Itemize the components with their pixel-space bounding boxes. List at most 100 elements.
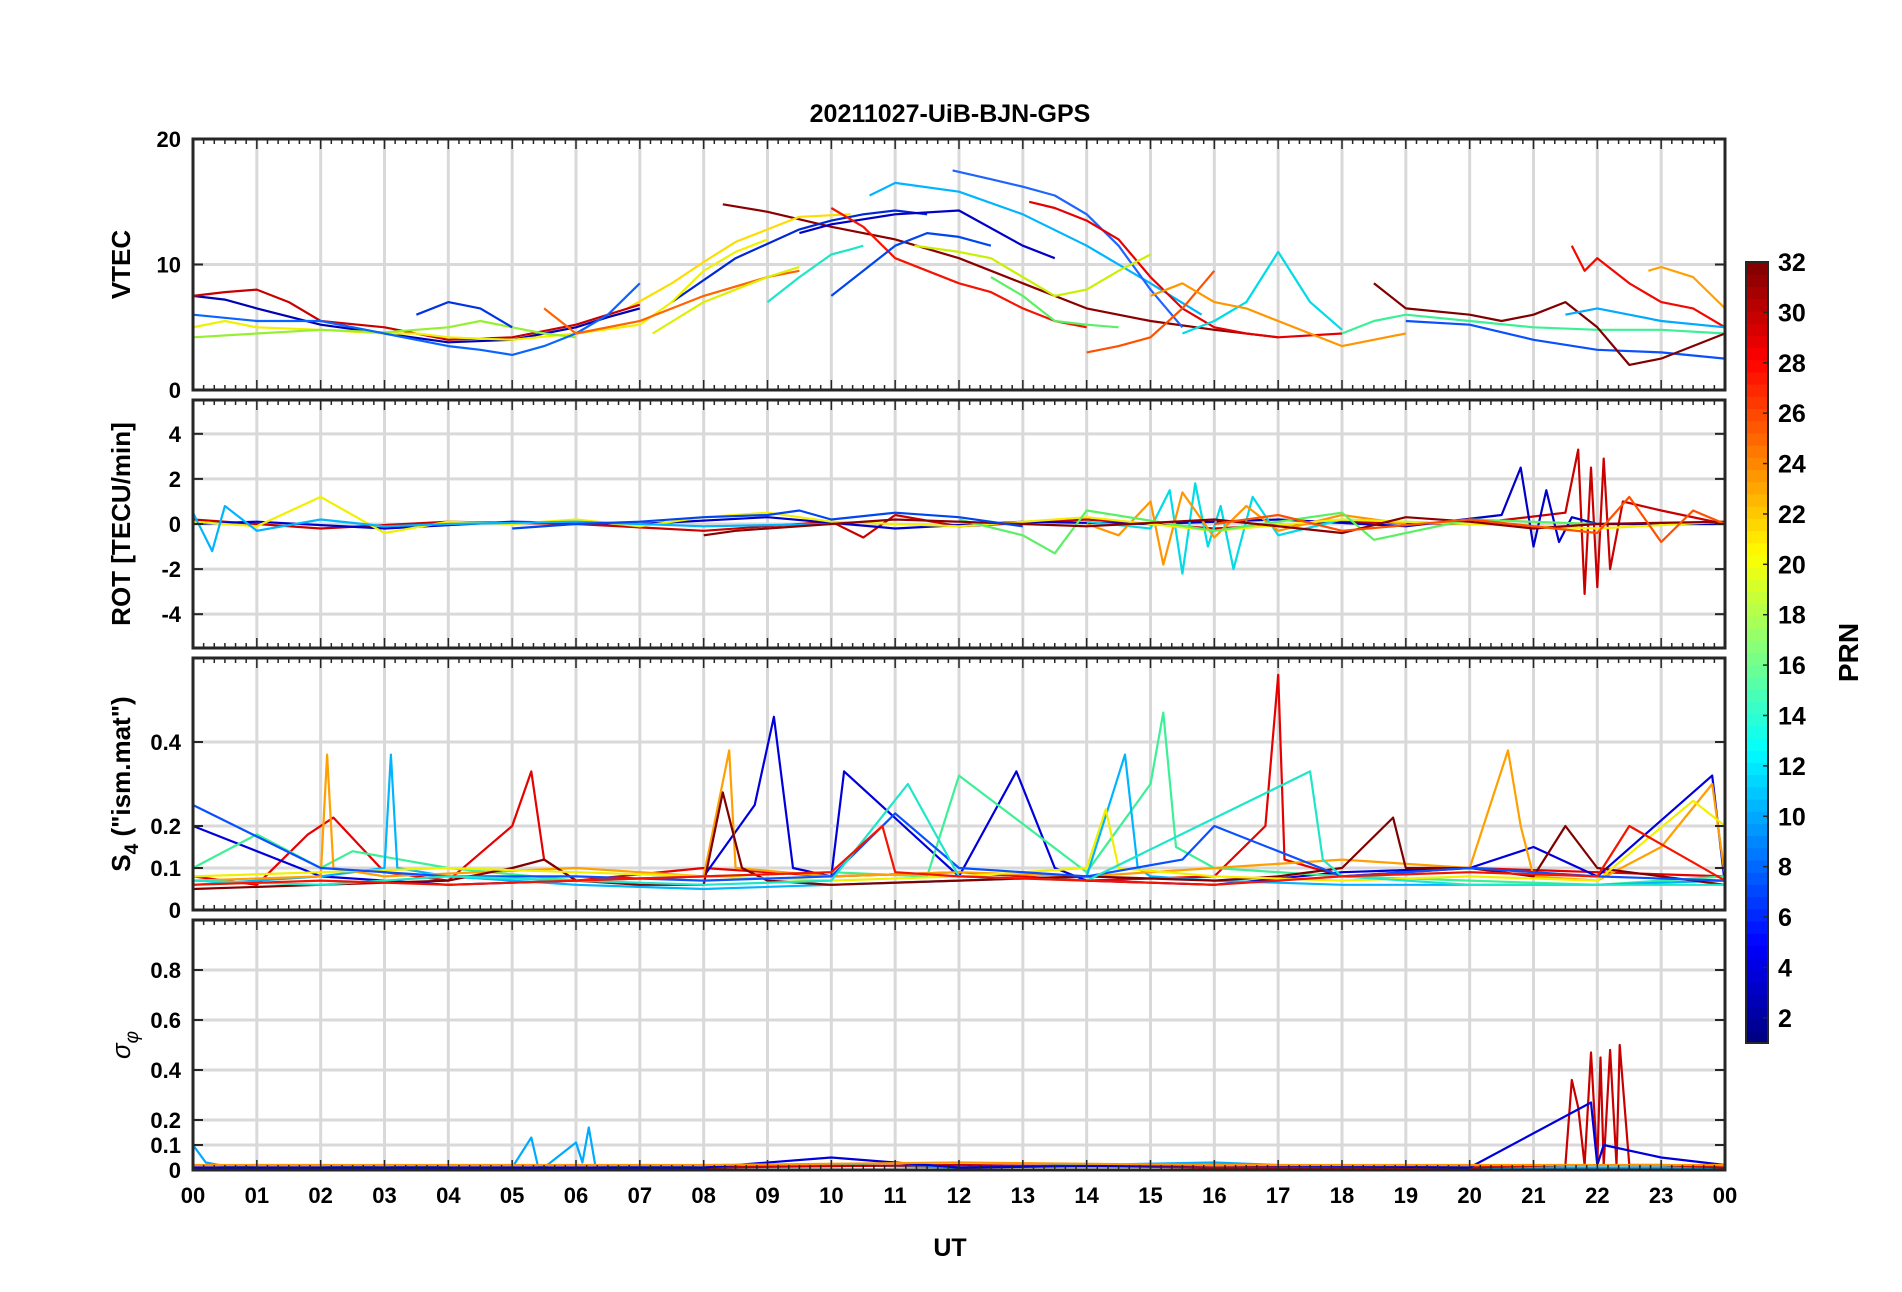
colorbar-swatch xyxy=(1746,323,1768,336)
colorbar-swatch xyxy=(1746,957,1768,971)
colorbar-swatch xyxy=(1746,310,1768,324)
colorbar-label: PRN xyxy=(1833,623,1864,682)
series-line-prn-16 xyxy=(990,276,1119,329)
y-tick-label: 0 xyxy=(169,1158,181,1183)
y-tick-label: 0.2 xyxy=(150,814,181,839)
x-axis-label: UT xyxy=(933,1234,966,1262)
series-line-prn-10 xyxy=(952,169,1184,329)
colorbar-swatch xyxy=(1746,579,1768,593)
colorbar-swatch xyxy=(1746,664,1768,678)
colorbar-swatch xyxy=(1746,872,1768,885)
colorbar-swatch xyxy=(1746,725,1768,739)
colorbar-swatch xyxy=(1746,506,1768,519)
series-line-prn-6 xyxy=(415,301,513,329)
colorbar-swatch xyxy=(1746,920,1768,934)
colorbar-tick-label: 26 xyxy=(1778,400,1806,428)
x-tick-label: 06 xyxy=(564,1183,588,1208)
series-line-prn-17 xyxy=(193,319,577,339)
series-line-prn-13 xyxy=(1181,250,1343,335)
series-line-prn-7 xyxy=(512,509,1023,530)
colorbar-swatch xyxy=(1746,811,1768,824)
series-line-prn-27 xyxy=(830,207,1087,329)
series-line-prn-14 xyxy=(766,244,864,303)
colorbar-swatch xyxy=(1746,457,1768,471)
colorbar-swatch xyxy=(1746,835,1768,849)
series-line-prn-21 xyxy=(626,213,851,310)
series-line-prn-30 xyxy=(193,448,1725,596)
x-tick-label: 17 xyxy=(1266,1183,1290,1208)
colorbar-swatch xyxy=(1746,615,1768,629)
colorbar-tick-label: 22 xyxy=(1778,501,1806,529)
series-line-prn-20 xyxy=(193,238,768,341)
colorbar-tick-label: 4 xyxy=(1778,954,1792,982)
series-line-prn-20 xyxy=(193,495,1725,535)
colorbar-swatch xyxy=(1746,384,1768,397)
y-tick-label: 2 xyxy=(169,467,181,492)
colorbar-tick-label: 2 xyxy=(1778,1005,1792,1033)
y-tick-label: 0.6 xyxy=(150,1008,181,1033)
series-group xyxy=(193,673,1725,891)
colorbar-swatch xyxy=(1746,981,1768,995)
series-line-prn-2 xyxy=(193,294,641,344)
series-line-prn-31 xyxy=(703,516,1725,537)
series-line-prn-30 xyxy=(193,288,641,341)
series-line-prn-27 xyxy=(193,824,1725,886)
y-tick-label: 0.8 xyxy=(150,958,181,983)
x-tick-label: 09 xyxy=(755,1183,779,1208)
x-tick-label: 16 xyxy=(1202,1183,1226,1208)
colorbar-swatch xyxy=(1746,689,1768,702)
x-tick-label: 22 xyxy=(1585,1183,1609,1208)
series-line-prn-16 xyxy=(958,509,1598,555)
series-line-prn-5 xyxy=(671,209,928,304)
colorbar-swatch xyxy=(1746,652,1768,666)
x-tick-label: 07 xyxy=(628,1183,652,1208)
colorbar-swatch xyxy=(1746,445,1768,458)
series-line-prn-32 xyxy=(1373,282,1725,366)
y-tick-label: 0 xyxy=(169,898,181,923)
x-tick-label: 00 xyxy=(181,1183,205,1208)
y-axis-label: VTEC xyxy=(106,230,136,300)
series-line-prn-29 xyxy=(1028,200,1343,339)
colorbar-swatch xyxy=(1746,603,1768,617)
x-tick-label: 02 xyxy=(308,1183,332,1208)
x-axis: 00 01 02 03 04 05 06 07 08 09 10 11 12 13 14 15 16 17 18 19… xyxy=(181,1183,1737,1208)
colorbar-swatch xyxy=(1746,420,1768,434)
colorbar-swatch xyxy=(1746,1018,1768,1032)
colorbar-swatch xyxy=(1746,530,1768,544)
colorbar-swatch xyxy=(1746,1030,1768,1044)
x-tick-label: 03 xyxy=(372,1183,396,1208)
panel-vtec: 0 10 20 VTEC xyxy=(106,127,1727,403)
x-tick-label: 23 xyxy=(1649,1183,1673,1208)
x-tick-label: 13 xyxy=(1011,1183,1035,1208)
series-line-prn-8 xyxy=(193,804,1725,882)
y-axis-label: ROT [TECU/min] xyxy=(106,422,136,626)
series-line-prn-26 xyxy=(1086,270,1216,354)
x-tick-label: 08 xyxy=(691,1183,715,1208)
panel-sigma_phi: 00.10.2 0.4 0.6 0.8 σφ xyxy=(106,918,1727,1183)
x-tick-label: 14 xyxy=(1074,1183,1099,1208)
series-line-prn-18 xyxy=(914,244,1152,297)
x-tick-label: 18 xyxy=(1330,1183,1354,1208)
x-tick-label: 12 xyxy=(947,1183,971,1208)
colorbar-swatch xyxy=(1746,896,1768,910)
y-tick-label: -4 xyxy=(161,602,181,627)
y-tick-label: -2 xyxy=(161,557,181,582)
colorbar-swatch xyxy=(1746,908,1768,922)
y-tick-label: 0.4 xyxy=(150,730,181,755)
y-tick-label: 0 xyxy=(169,378,181,403)
x-tick-label: 20 xyxy=(1457,1183,1481,1208)
series-line-prn-13 xyxy=(1086,482,1470,575)
y-tick-label: 20 xyxy=(157,127,181,152)
colorbar-tick-label: 6 xyxy=(1778,904,1792,932)
colorbar-swatch xyxy=(1746,762,1768,776)
colorbar-swatch xyxy=(1746,1006,1768,1020)
series-line-prn-20 xyxy=(193,799,1725,882)
series-line-prn-3 xyxy=(799,209,1056,260)
series-line-prn-31 xyxy=(722,203,1279,339)
colorbar-swatch xyxy=(1746,469,1768,483)
series-line-prn-3 xyxy=(193,466,1725,548)
x-tick-label: 11 xyxy=(884,1183,907,1208)
